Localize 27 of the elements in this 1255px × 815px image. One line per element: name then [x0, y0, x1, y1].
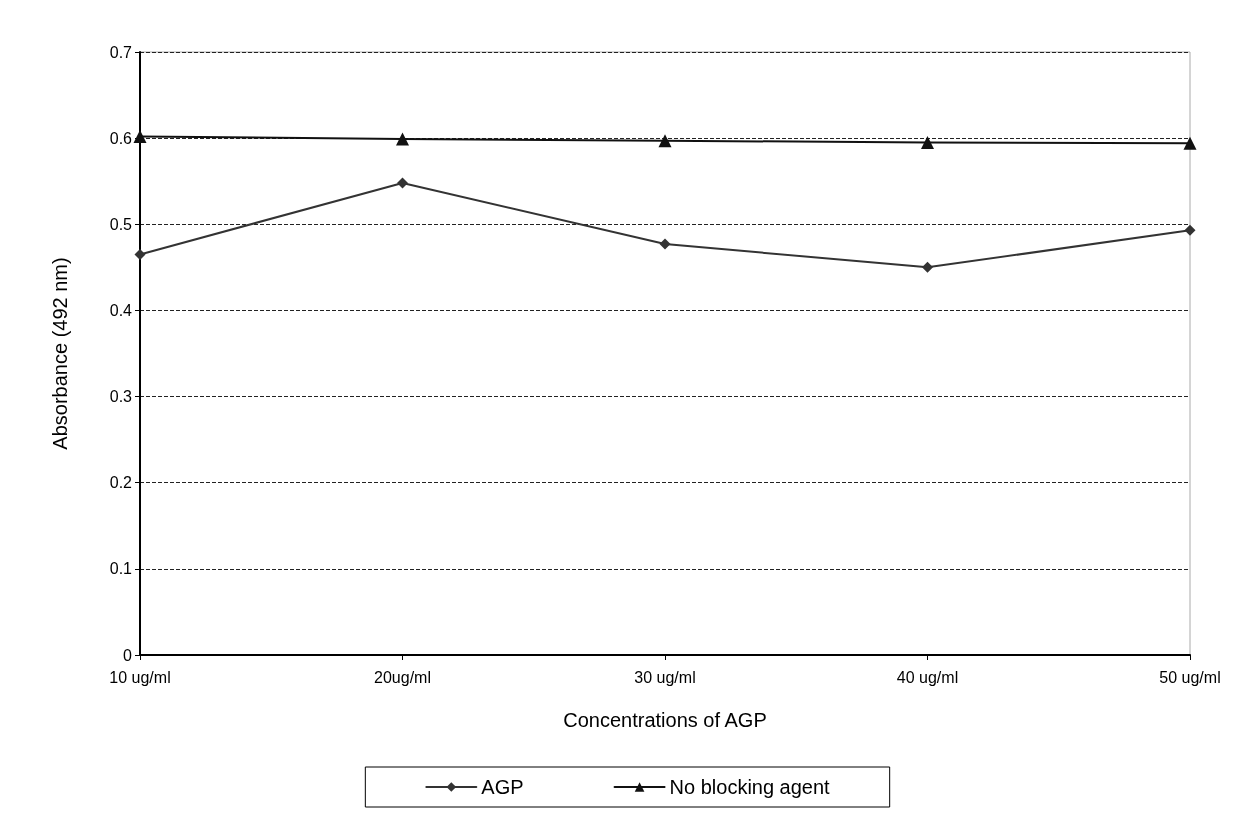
- legend-label: No blocking agent: [669, 776, 831, 798]
- point: [1183, 136, 1197, 150]
- y-tick-label: 0.3: [109, 388, 133, 406]
- x-axis-title: Concentrations of AGP: [563, 709, 767, 731]
- y-tick-label: 0.7: [109, 43, 133, 61]
- point: [396, 132, 409, 146]
- x-tick-label: 20ug/ml: [374, 668, 431, 686]
- point: [1184, 224, 1196, 236]
- y-tick-label: 0.2: [109, 474, 133, 492]
- point: [133, 129, 147, 143]
- x-tick-label: 40 ug/ml: [896, 668, 959, 686]
- y-tick-label: 0.6: [109, 129, 133, 147]
- y-tick-label: 0.4: [109, 301, 133, 319]
- y-tick-label: 0.1: [109, 560, 133, 578]
- y-tick-label: 0: [123, 646, 133, 664]
- y-tick-label: 0.5: [109, 215, 133, 233]
- legend-label: AGP: [481, 776, 524, 798]
- x-tick-label: 50 ug/ml: [1159, 668, 1221, 686]
- point: [659, 238, 671, 250]
- point: [921, 135, 934, 149]
- point: [658, 134, 672, 148]
- point: [134, 248, 146, 260]
- point: [397, 177, 408, 189]
- y-axis-title: Absorbance (492 nm): [49, 257, 71, 450]
- point: [922, 261, 933, 273]
- x-tick-label: 30 ug/ml: [634, 668, 696, 686]
- x-tick-label: 10 ug/ml: [109, 668, 171, 686]
